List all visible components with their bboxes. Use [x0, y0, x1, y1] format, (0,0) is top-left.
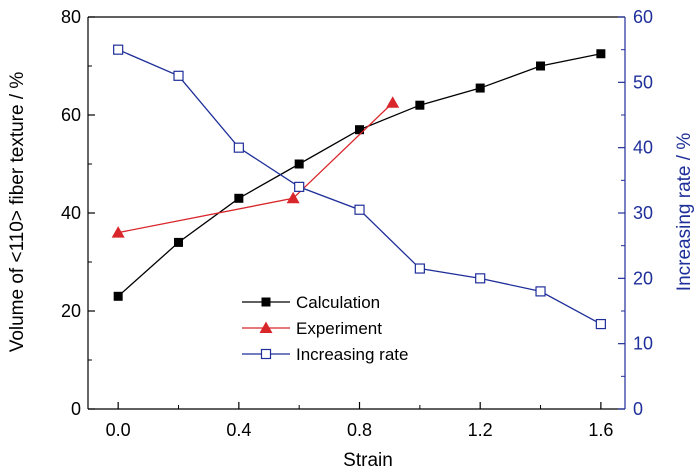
- y-right-tick-label: 0: [633, 399, 643, 419]
- data-point-increasing-rate: [414, 263, 425, 274]
- x-axis-title: Strain: [343, 450, 393, 471]
- data-point-increasing-rate: [113, 44, 124, 55]
- y-right-tick-label: 30: [633, 203, 653, 223]
- y-left-tick-label: 0: [71, 399, 81, 419]
- x-tick-label: 0.4: [226, 420, 251, 440]
- data-point-calculation: [415, 100, 425, 110]
- legend-label-calculation: Calculation: [296, 293, 380, 312]
- data-point-experiment: [386, 96, 400, 108]
- y-axis-right-title: Increasing rate / %: [674, 133, 695, 292]
- y-right-tick-label: 60: [633, 7, 653, 27]
- y-left-tick-label: 40: [61, 203, 81, 223]
- data-point-calculation: [294, 159, 304, 169]
- legend-marker-increasing-rate: [260, 348, 272, 360]
- data-point-increasing-rate: [475, 273, 486, 284]
- x-tick-label: 0.0: [106, 420, 131, 440]
- series-line-increasing-rate: [117, 49, 602, 325]
- y-right-tick-label: 10: [633, 334, 653, 354]
- y-right-tick-label: 40: [633, 138, 653, 158]
- y-left-tick-label: 60: [61, 105, 81, 125]
- data-point-experiment: [286, 191, 300, 204]
- data-point-calculation: [113, 291, 123, 301]
- data-point-calculation: [536, 61, 546, 71]
- data-point-increasing-rate: [173, 70, 184, 81]
- data-point-calculation: [234, 193, 244, 203]
- legend-marker-experiment: [259, 321, 273, 333]
- data-point-calculation: [596, 49, 606, 59]
- legend-label-experiment: Experiment: [296, 319, 382, 338]
- legend-label-increasing-rate: Increasing rate: [296, 345, 408, 364]
- y-left-tick-label: 20: [61, 301, 81, 321]
- data-point-calculation: [174, 237, 184, 247]
- x-tick-label: 1.6: [588, 420, 613, 440]
- data-point-calculation: [475, 83, 485, 93]
- legend-marker-calculation: [261, 297, 271, 307]
- y-right-tick-label: 50: [633, 72, 653, 92]
- x-tick-label: 0.8: [347, 420, 372, 440]
- data-point-experiment: [111, 226, 125, 238]
- y-axis-left-title: Volume of <110> fiber texture / %: [7, 72, 28, 353]
- data-point-increasing-rate: [595, 318, 606, 330]
- data-point-calculation: [355, 125, 365, 135]
- x-tick-label: 1.2: [468, 420, 493, 440]
- data-point-increasing-rate: [354, 204, 365, 215]
- data-point-increasing-rate: [294, 181, 305, 192]
- series-line-experiment: [118, 102, 394, 234]
- y-left-tick-label: 80: [61, 7, 81, 27]
- data-point-increasing-rate: [535, 286, 546, 297]
- data-point-increasing-rate: [233, 142, 244, 153]
- y-right-tick-label: 20: [633, 268, 653, 288]
